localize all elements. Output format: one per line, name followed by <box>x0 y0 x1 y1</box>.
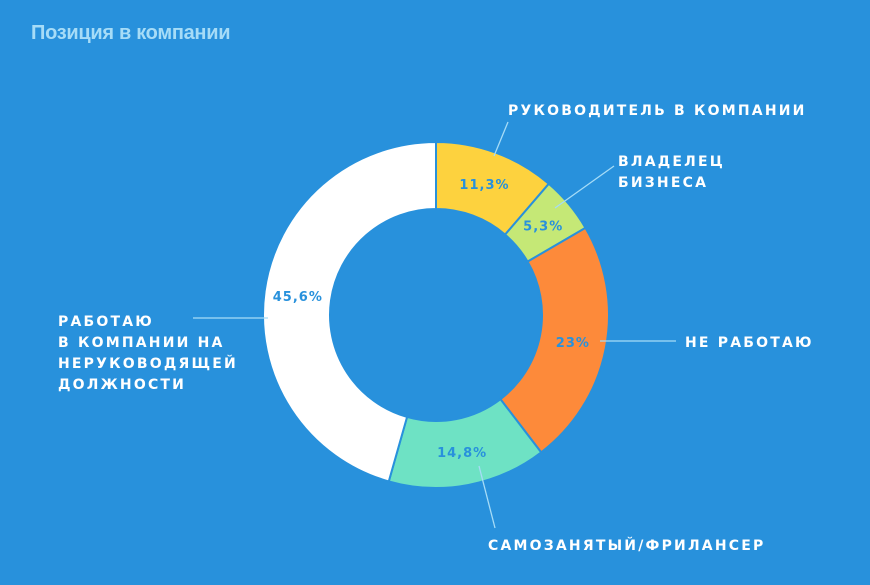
leader-line-4 <box>478 465 496 529</box>
category-label-2: ВЛАДЕЛЕЦ БИЗНЕСА <box>618 154 725 191</box>
value-label-3: 23% <box>556 336 590 351</box>
leader-line-1 <box>493 121 509 157</box>
value-label-2: 5,3% <box>523 220 563 235</box>
slice-5 <box>262 140 437 483</box>
category-labels: РУКОВОДИТЕЛЬ В КОМПАНИИ ВЛАДЕЛЕЦ БИЗНЕСА НЕ… <box>58 103 814 554</box>
value-label-4: 14,8% <box>437 446 487 461</box>
category-label-5: РАБОТАЮ В КОМПАНИИ НА НЕРУКОВОДЯЩЕЙ ДОЛЖНОС… <box>58 314 238 393</box>
value-labels: 11,3% 5,3% 23% 14,8% 45,6% <box>273 178 590 461</box>
donut-slices <box>262 140 610 489</box>
leader-line-2 <box>554 165 615 209</box>
category-label-4: САМОЗАНЯТЫЙ/ФРИЛАНСЕР <box>488 537 765 554</box>
category-label-1: РУКОВОДИТЕЛЬ В КОМПАНИИ <box>508 103 807 119</box>
chart-title: Позиция в компании <box>31 22 231 44</box>
category-label-3: НЕ РАБОТАЮ <box>685 335 814 351</box>
value-label-1: 11,3% <box>459 178 509 193</box>
value-label-5: 45,6% <box>273 290 323 305</box>
slice-3 <box>499 226 610 454</box>
leader-lines <box>193 121 676 529</box>
